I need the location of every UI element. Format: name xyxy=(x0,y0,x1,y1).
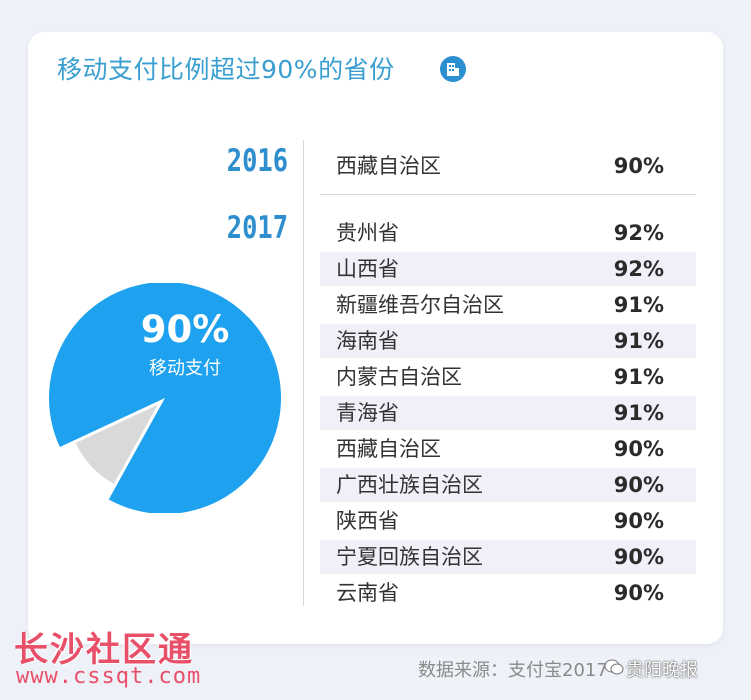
table-row: 山西省 92% xyxy=(320,252,696,286)
mobile-payment-pie xyxy=(49,283,281,513)
province-name: 内蒙古自治区 xyxy=(336,365,462,389)
data-source: 数据来源：支付宝2017 xyxy=(418,660,608,681)
province-percent: 90% xyxy=(613,154,664,178)
province-percent: 92% xyxy=(613,257,664,281)
province-percent: 90% xyxy=(613,545,664,569)
province-name: 宁夏回族自治区 xyxy=(336,545,483,569)
province-name: 青海省 xyxy=(336,401,399,425)
province-name: 广西壮族自治区 xyxy=(336,473,483,497)
chart-title: 移动支付比例超过90%的省份 xyxy=(57,55,395,84)
site-url-watermark: www.cssqt.com xyxy=(16,664,202,689)
pie-slice-other xyxy=(75,404,158,484)
table-row: 宁夏回族自治区 90% xyxy=(320,540,696,574)
year-label-2016: 2016 xyxy=(226,143,288,179)
province-percent: 90% xyxy=(613,437,664,461)
year-divider-vertical xyxy=(303,140,304,606)
table-row: 内蒙古自治区 91% xyxy=(320,360,696,394)
site-watermark: 长沙社区通 xyxy=(14,630,194,670)
province-name: 海南省 xyxy=(336,329,399,353)
table-row: 陕西省 90% xyxy=(320,504,696,538)
table-row: 新疆维吾尔自治区 91% xyxy=(320,288,696,322)
wechat-watermark: 贵阳晚报 xyxy=(626,660,698,681)
pie-value-label: 90% xyxy=(140,308,230,351)
province-percent: 91% xyxy=(613,365,664,389)
wechat-icon xyxy=(604,659,624,675)
table-row: 云南省 90% xyxy=(320,576,696,610)
province-percent: 92% xyxy=(613,221,664,245)
building-icon xyxy=(440,56,466,82)
province-name: 陕西省 xyxy=(336,509,399,533)
province-name: 新疆维吾尔自治区 xyxy=(336,293,504,317)
table-row: 海南省 91% xyxy=(320,324,696,358)
province-percent: 90% xyxy=(613,473,664,497)
pie-slice-mobile-payment xyxy=(49,283,281,513)
province-percent: 91% xyxy=(613,401,664,425)
table-row: 西藏自治区 90% xyxy=(320,432,696,466)
table-row: 贵州省 92% xyxy=(320,216,696,250)
province-name: 山西省 xyxy=(336,257,399,281)
province-name: 贵州省 xyxy=(336,221,399,245)
pie-category-label: 移动支付 xyxy=(149,358,221,379)
province-name: 云南省 xyxy=(336,581,399,605)
province-name: 西藏自治区 xyxy=(336,437,441,461)
year-label-2017: 2017 xyxy=(226,210,288,246)
table-row: 广西壮族自治区 90% xyxy=(320,468,696,502)
province-percent: 91% xyxy=(613,329,664,353)
province-percent: 90% xyxy=(613,509,664,533)
table-row: 青海省 91% xyxy=(320,396,696,430)
province-percent: 91% xyxy=(613,293,664,317)
year-divider-horizontal xyxy=(320,194,696,195)
table-row: 西藏自治区 90% xyxy=(320,149,696,183)
province-percent: 90% xyxy=(613,581,664,605)
province-name: 西藏自治区 xyxy=(336,154,441,178)
